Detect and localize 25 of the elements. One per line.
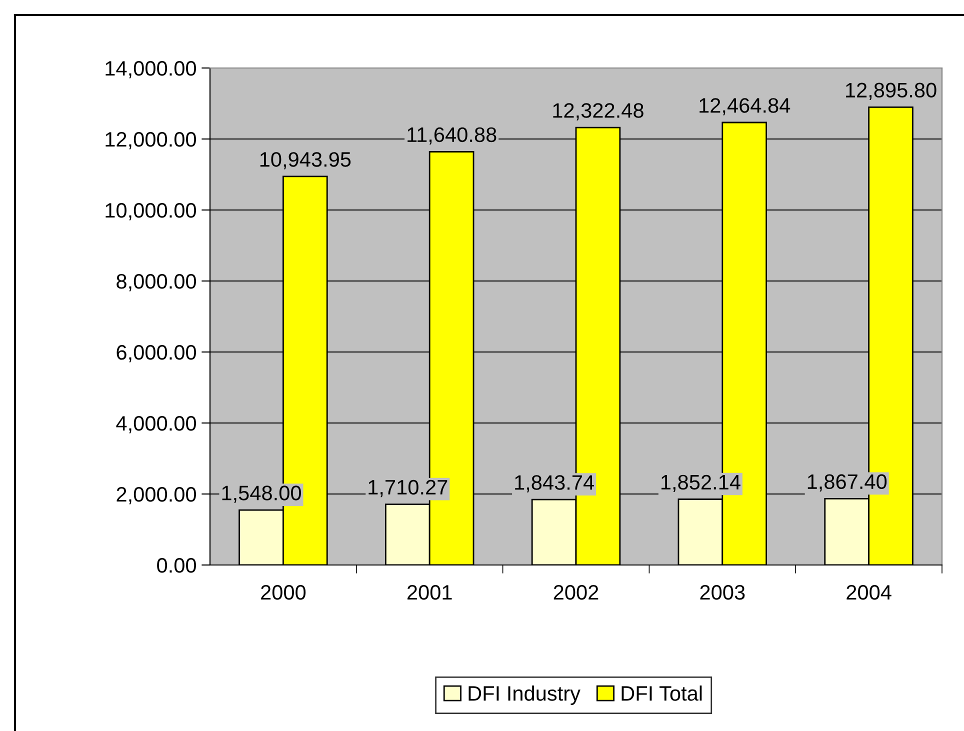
y-tick-label: 6,000.00: [116, 345, 196, 362]
y-tick-label: 4,000.00: [116, 416, 196, 434]
y-tick-label: 12,000.00: [106, 132, 196, 150]
data-label: 1,710.27: [368, 480, 448, 498]
legend-label: DFI Total: [622, 686, 702, 701]
y-tick-label: 0.00: [157, 558, 196, 573]
x-tick-label: 2000: [261, 584, 306, 600]
data-label: 11,640.88: [408, 127, 496, 145]
data-label: 10,943.95: [260, 152, 351, 170]
y-tick-label: 2,000.00: [116, 487, 196, 504]
x-tick-label: 2004: [846, 584, 892, 600]
x-tick-label: 2002: [554, 584, 598, 600]
data-label: 1,843.74: [515, 475, 594, 492]
data-label: 1,548.00: [222, 486, 301, 503]
data-label: 12,895.80: [846, 82, 936, 100]
y-tick-label: 10,000.00: [106, 203, 196, 220]
data-label: 12,322.48: [553, 103, 644, 120]
legend-label: DFI Industry: [468, 686, 580, 705]
x-tick-label: 2001: [407, 584, 452, 600]
y-tick-label: 8,000.00: [116, 274, 196, 292]
data-label: 1,852.14: [661, 474, 740, 492]
data-label: 12,464.84: [700, 98, 790, 116]
y-tick-label: 14,000.00: [106, 61, 196, 78]
x-tick-label: 2003: [700, 584, 745, 600]
data-label: 1,867.40: [808, 474, 887, 492]
